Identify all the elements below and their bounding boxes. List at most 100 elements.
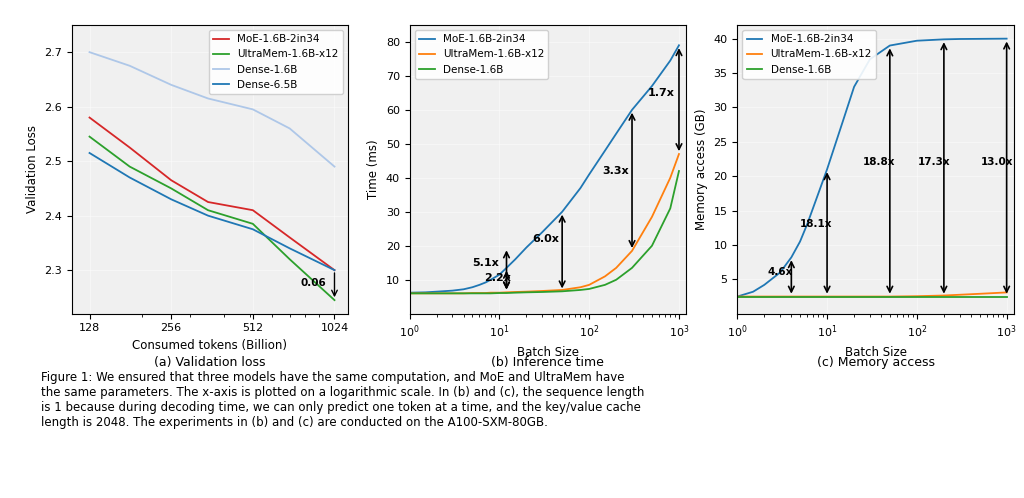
Dense-6.5B bbox=[284, 246, 296, 251]
Dense-1.6B bbox=[419, 290, 431, 296]
UltraMem-1.6B-x12 bbox=[202, 207, 214, 213]
UltraMem-1.6B-x12 bbox=[520, 289, 532, 295]
Dense-6.5B bbox=[124, 174, 136, 180]
UltraMem-1.6B-x12 bbox=[403, 290, 416, 296]
Line: Dense-6.5B: Dense-6.5B bbox=[89, 153, 335, 270]
MoE-1.6B-2in34 bbox=[446, 288, 459, 294]
Dense-1.6B bbox=[794, 293, 806, 299]
MoE-1.6B-2in34 bbox=[473, 282, 485, 288]
MoE-1.6B-2in34 bbox=[731, 293, 743, 299]
MoE-1.6B-2in34 bbox=[758, 282, 770, 288]
UltraMem-1.6B-x12 bbox=[484, 290, 497, 296]
Line: Dense-1.6B: Dense-1.6B bbox=[410, 171, 679, 293]
Text: 13.0x: 13.0x bbox=[981, 157, 1013, 167]
UltraMem-1.6B-x12 bbox=[758, 293, 770, 299]
MoE-1.6B-2in34 bbox=[574, 185, 587, 191]
UltraMem-1.6B-x12 bbox=[556, 287, 568, 293]
Legend: MoE-1.6B-2in34, UltraMem-1.6B-x12, Dense-1.6B, Dense-6.5B: MoE-1.6B-2in34, UltraMem-1.6B-x12, Dense… bbox=[209, 30, 343, 94]
UltraMem-1.6B-x12 bbox=[446, 290, 459, 296]
Dense-1.6B bbox=[509, 290, 521, 296]
MoE-1.6B-2in34 bbox=[673, 42, 685, 48]
Dense-6.5B bbox=[247, 226, 259, 232]
Dense-1.6B bbox=[848, 293, 860, 299]
MoE-1.6B-2in34 bbox=[1000, 36, 1013, 42]
MoE-1.6B-2in34 bbox=[458, 286, 470, 292]
UltraMem-1.6B-x12 bbox=[83, 133, 95, 139]
Dense-1.6B bbox=[1000, 293, 1013, 299]
Text: 4.6x: 4.6x bbox=[767, 267, 793, 277]
Dense-1.6B bbox=[884, 293, 896, 299]
MoE-1.6B-2in34 bbox=[479, 279, 492, 285]
Text: 6.0x: 6.0x bbox=[532, 234, 559, 244]
UltraMem-1.6B-x12 bbox=[626, 248, 638, 254]
MoE-1.6B-2in34 bbox=[848, 84, 860, 90]
UltraMem-1.6B-x12 bbox=[821, 293, 834, 299]
Dense-1.6B bbox=[484, 290, 497, 296]
Dense-1.6B bbox=[403, 290, 416, 296]
Dense-1.6B bbox=[124, 63, 136, 69]
MoE-1.6B-2in34 bbox=[202, 199, 214, 205]
Line: UltraMem-1.6B-x12: UltraMem-1.6B-x12 bbox=[737, 292, 1007, 296]
UltraMem-1.6B-x12 bbox=[473, 290, 485, 296]
MoE-1.6B-2in34 bbox=[864, 56, 877, 62]
MoE-1.6B-2in34 bbox=[419, 289, 431, 295]
Text: 18.1x: 18.1x bbox=[800, 219, 833, 230]
Dense-1.6B bbox=[165, 82, 177, 88]
Dense-1.6B bbox=[202, 96, 214, 102]
MoE-1.6B-2in34 bbox=[837, 118, 849, 124]
UltraMem-1.6B-x12 bbox=[665, 175, 677, 181]
MoE-1.6B-2in34 bbox=[801, 221, 813, 227]
MoE-1.6B-2in34 bbox=[501, 265, 513, 271]
MoE-1.6B-2in34 bbox=[626, 107, 638, 113]
MoE-1.6B-2in34 bbox=[746, 289, 759, 295]
MoE-1.6B-2in34 bbox=[494, 272, 506, 278]
Text: 17.3x: 17.3x bbox=[918, 157, 950, 167]
Dense-6.5B bbox=[329, 267, 341, 273]
UltraMem-1.6B-x12 bbox=[646, 214, 658, 220]
Dense-1.6B bbox=[537, 289, 549, 295]
Text: 5.1x: 5.1x bbox=[472, 258, 499, 268]
Dense-1.6B bbox=[520, 289, 532, 295]
UltraMem-1.6B-x12 bbox=[165, 185, 177, 191]
UltraMem-1.6B-x12 bbox=[284, 256, 296, 262]
MoE-1.6B-2in34 bbox=[938, 36, 950, 42]
MoE-1.6B-2in34 bbox=[403, 290, 416, 296]
Dense-1.6B bbox=[501, 290, 513, 296]
X-axis label: Batch Size: Batch Size bbox=[517, 346, 579, 359]
MoE-1.6B-2in34 bbox=[430, 289, 442, 295]
MoE-1.6B-2in34 bbox=[583, 171, 595, 177]
Text: (b) Inference time: (b) Inference time bbox=[492, 356, 604, 369]
MoE-1.6B-2in34 bbox=[509, 256, 521, 262]
UltraMem-1.6B-x12 bbox=[247, 221, 259, 227]
Dense-1.6B bbox=[574, 287, 587, 293]
UltraMem-1.6B-x12 bbox=[124, 164, 136, 170]
Dense-1.6B bbox=[910, 293, 923, 299]
Dense-1.6B bbox=[83, 49, 95, 55]
MoE-1.6B-2in34 bbox=[537, 229, 549, 235]
Line: MoE-1.6B-2in34: MoE-1.6B-2in34 bbox=[89, 118, 335, 270]
UltraMem-1.6B-x12 bbox=[466, 290, 478, 296]
MoE-1.6B-2in34 bbox=[812, 190, 824, 196]
UltraMem-1.6B-x12 bbox=[673, 151, 685, 157]
MoE-1.6B-2in34 bbox=[610, 130, 623, 136]
Dense-1.6B bbox=[473, 290, 485, 296]
UltraMem-1.6B-x12 bbox=[574, 284, 587, 290]
UltraMem-1.6B-x12 bbox=[583, 282, 595, 288]
MoE-1.6B-2in34 bbox=[83, 115, 95, 121]
UltraMem-1.6B-x12 bbox=[848, 293, 860, 299]
Dense-6.5B bbox=[83, 150, 95, 156]
Dense-1.6B bbox=[583, 286, 595, 292]
Text: 0.06: 0.06 bbox=[300, 278, 326, 288]
MoE-1.6B-2in34 bbox=[556, 209, 568, 215]
Dense-1.6B bbox=[466, 290, 478, 296]
Dense-1.6B bbox=[821, 293, 834, 299]
UltraMem-1.6B-x12 bbox=[599, 273, 611, 279]
MoE-1.6B-2in34 bbox=[520, 245, 532, 250]
Dense-6.5B bbox=[165, 196, 177, 202]
Text: 2.2x: 2.2x bbox=[484, 273, 511, 283]
MoE-1.6B-2in34 bbox=[124, 144, 136, 150]
Dense-1.6B bbox=[731, 293, 743, 299]
Dense-1.6B bbox=[430, 290, 442, 296]
UltraMem-1.6B-x12 bbox=[329, 297, 341, 303]
Dense-1.6B bbox=[284, 125, 296, 131]
